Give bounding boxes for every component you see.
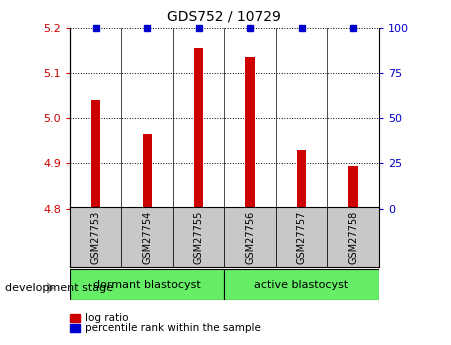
Bar [91,100,100,209]
Bar [225,269,379,300]
Bar [276,207,327,267]
Bar [70,269,225,300]
Bar [121,207,173,267]
Text: GSM27755: GSM27755 [193,210,204,264]
Text: development stage: development stage [5,283,113,293]
Bar [70,324,80,332]
Bar [245,57,255,209]
Bar [194,48,203,209]
Bar [70,314,80,322]
Title: GDS752 / 10729: GDS752 / 10729 [167,10,281,24]
Polygon shape [47,282,54,294]
Bar [327,207,379,267]
Text: active blastocyst: active blastocyst [254,280,349,289]
Text: GSM27756: GSM27756 [245,210,255,264]
Bar [297,150,306,209]
Text: GSM27758: GSM27758 [348,210,358,264]
Text: dormant blastocyst: dormant blastocyst [93,280,201,289]
Bar [173,207,225,267]
Bar [143,134,152,209]
Bar [225,207,276,267]
Bar [349,166,358,209]
Text: GSM27753: GSM27753 [91,210,101,264]
Text: GSM27754: GSM27754 [142,210,152,264]
Bar [70,207,121,267]
Text: log ratio: log ratio [85,313,128,323]
Text: GSM27757: GSM27757 [297,210,307,264]
Text: percentile rank within the sample: percentile rank within the sample [85,323,261,333]
